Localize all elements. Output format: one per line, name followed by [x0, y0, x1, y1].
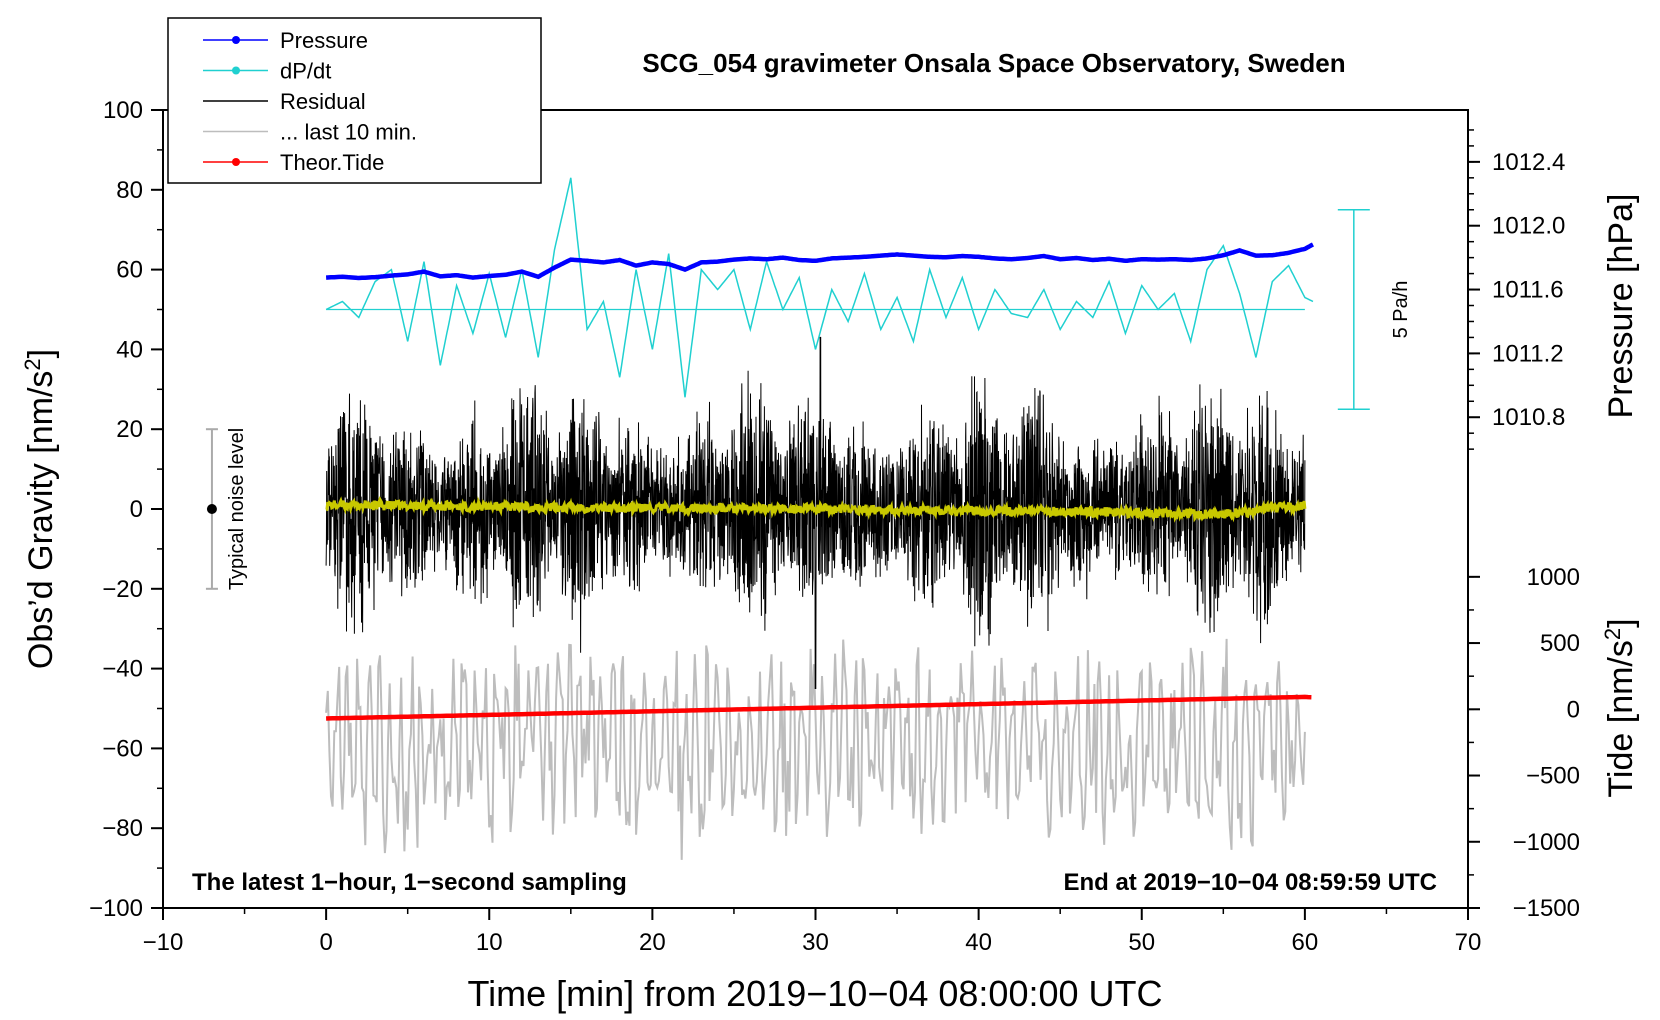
theoretical-tide-line [326, 694, 1312, 721]
y-tick-label: −60 [102, 735, 143, 762]
x-axis-label: Time [min] from 2019−10−04 08:00:00 UTC [467, 973, 1162, 1014]
pressure-line [325, 242, 1315, 281]
pressure-tick-label: 1012.4 [1492, 149, 1565, 176]
y-axis-label-left: Obs’d Gravity [nm/s2] [20, 349, 60, 669]
x-tick-label: 50 [1128, 929, 1155, 956]
noise-level-label: Typical noise level [226, 428, 248, 590]
x-tick-label: −10 [143, 929, 184, 956]
y-tick-label: 100 [103, 97, 143, 124]
y-axis-label-tide: Tide [nm/s2] [1600, 618, 1640, 797]
legend-label: dP/dt [280, 59, 331, 84]
legend-items: Pressure dP/dt Residual ... last 10 min. The… [203, 28, 417, 175]
pressure-tick-label: 1011.2 [1492, 340, 1564, 367]
tide-tick-label: −1000 [1513, 829, 1580, 856]
tide-tick-label: 500 [1540, 630, 1580, 657]
pressure-tick-label: 1012.0 [1492, 213, 1565, 240]
tide-tick-label: −1500 [1513, 895, 1580, 922]
last-10-min-line [325, 638, 1306, 860]
legend-marker [232, 36, 240, 44]
chart-title: SCG_054 gravimeter Onsala Space Observat… [642, 48, 1345, 78]
residual-smoothed-line [325, 496, 1307, 523]
x-tick-label: 70 [1455, 929, 1482, 956]
series-layer [325, 177, 1315, 860]
y-tick-label: −80 [102, 815, 143, 842]
axes-layer: −10 0 10 20 30 40 50 60 70−100−80−60−40−20020406… [89, 97, 1580, 956]
y-tick-label: 20 [116, 416, 143, 443]
y-tick-label: 40 [116, 336, 143, 363]
x-tick-label: 0 [319, 929, 332, 956]
tide-tick-label: −500 [1526, 763, 1580, 790]
y-tick-label: 0 [130, 496, 143, 523]
legend: Pressure dP/dt Residual ... last 10 min. The… [167, 17, 542, 184]
annotation-end-time: End at 2019−10−04 08:59:59 UTC [1063, 869, 1437, 896]
legend-label: ... last 10 min. [280, 120, 417, 145]
y-axis-label-pressure: Pressure [hPa] [1602, 194, 1640, 419]
x-tick-label: 30 [802, 929, 829, 956]
tide-tick-label: 1000 [1527, 564, 1580, 591]
x-tick-label: 60 [1292, 929, 1319, 956]
y-tick-label: 80 [116, 177, 143, 204]
y-tick-label: 60 [116, 257, 143, 284]
dpdt-scale-indicator: 5 Pa/h [1337, 209, 1412, 410]
y-tick-label: −40 [102, 656, 143, 683]
tide-tick-label: 0 [1567, 696, 1580, 723]
y-tick-label: −20 [102, 576, 143, 603]
dpdt-line [325, 177, 1314, 398]
annotation-sampling: The latest 1−hour, 1−second sampling [192, 869, 627, 896]
legend-marker [232, 158, 240, 166]
x-tick-label: 20 [639, 929, 666, 956]
residual-line [325, 336, 1306, 689]
legend-marker [232, 66, 240, 75]
dpdt-scale-label: 5 Pa/h [1390, 281, 1412, 339]
legend-label: Pressure [280, 28, 368, 53]
pressure-tick-label: 1011.6 [1492, 277, 1564, 304]
legend-label: Theor.Tide [280, 150, 384, 175]
x-tick-label: 10 [476, 929, 503, 956]
pressure-tick-label: 1010.8 [1492, 404, 1565, 431]
y-tick-label: −100 [89, 895, 143, 922]
x-tick-label: 40 [965, 929, 992, 956]
legend-label: Residual [280, 89, 366, 114]
noise-level-indicator: Typical noise level [205, 428, 248, 590]
noise-center-dot [206, 504, 217, 514]
